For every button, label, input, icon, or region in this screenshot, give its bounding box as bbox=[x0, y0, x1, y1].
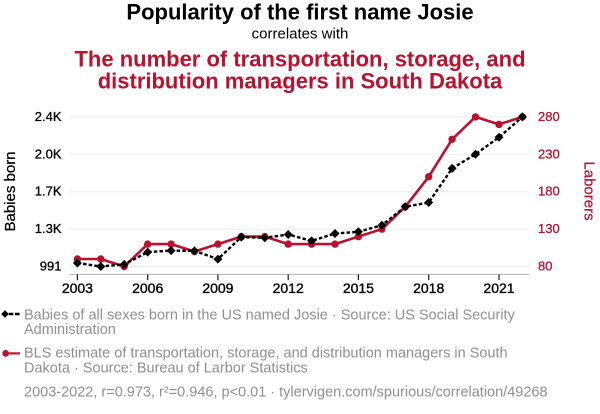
svg-text:2006: 2006 bbox=[132, 280, 163, 296]
svg-text:Babies of all sexes born in th: Babies of all sexes born in the US named… bbox=[24, 308, 516, 324]
svg-text:Dakota · Source: Bureau of Lar: Dakota · Source: Bureau of Larbor Statis… bbox=[24, 360, 308, 376]
svg-text:2009: 2009 bbox=[202, 280, 233, 296]
svg-text:distribution managers in South: distribution managers in South Dakota bbox=[98, 68, 503, 93]
svg-text:2.0K: 2.0K bbox=[35, 146, 62, 161]
svg-text:Administration: Administration bbox=[24, 322, 116, 338]
svg-text:1.7K: 1.7K bbox=[35, 184, 62, 199]
svg-text:80: 80 bbox=[538, 259, 552, 274]
svg-text:280: 280 bbox=[538, 109, 560, 124]
svg-text:1.3K: 1.3K bbox=[35, 221, 62, 236]
svg-text:180: 180 bbox=[538, 184, 560, 199]
svg-text:2012: 2012 bbox=[273, 280, 304, 296]
svg-text:2015: 2015 bbox=[343, 280, 374, 296]
svg-text:2.4K: 2.4K bbox=[35, 109, 62, 124]
svg-text:991: 991 bbox=[40, 259, 62, 274]
svg-text:correlates with: correlates with bbox=[252, 26, 349, 43]
svg-text:Popularity of the first name J: Popularity of the first name Josie bbox=[126, 0, 473, 25]
svg-text:230: 230 bbox=[538, 146, 560, 161]
svg-text:2003-2022, r=0.973, r²=0.946,: 2003-2022, r=0.973, r²=0.946, p<0.01 · t… bbox=[24, 384, 548, 400]
svg-text:2003: 2003 bbox=[62, 280, 93, 296]
svg-text:The number of transportation,: The number of transportation, storage, a… bbox=[74, 47, 525, 72]
svg-text:2018: 2018 bbox=[413, 280, 444, 296]
svg-text:BLS estimate of transportation: BLS estimate of transportation, storage,… bbox=[24, 346, 508, 362]
svg-text:Babies born: Babies born bbox=[2, 151, 19, 231]
svg-text:Laborers: Laborers bbox=[580, 161, 597, 220]
svg-text:130: 130 bbox=[538, 221, 560, 236]
svg-text:2021: 2021 bbox=[483, 280, 514, 296]
